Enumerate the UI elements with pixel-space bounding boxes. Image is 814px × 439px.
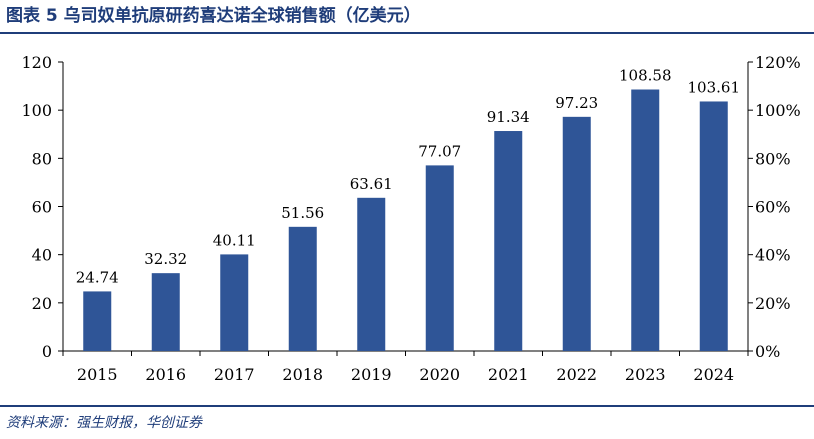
source-note: 资料来源：强生财报，华创证券 (6, 415, 202, 431)
chart-axes: 0 20 40 60 80 100 120 0% 20% 40% 60% 80% 100% 120% (21, 53, 800, 361)
bar-2022 (562, 116, 591, 351)
bar-2021 (494, 131, 523, 351)
value-label-2020: 77.07 (418, 142, 461, 160)
x-tick-label-2021: 2021 (488, 365, 529, 384)
value-label-2016: 32.32 (144, 250, 187, 268)
y-tick-label-left: 0 (42, 342, 52, 361)
y-tick-label-right: 0% (755, 342, 780, 361)
source-rule (0, 405, 814, 407)
value-label-2021: 91.34 (487, 108, 530, 126)
bar-2017 (220, 254, 249, 351)
x-tick-label-2020: 2020 (419, 365, 460, 384)
x-tick-label-2023: 2023 (625, 365, 666, 384)
y-tick-label-right: 60% (755, 198, 791, 217)
title-rule (0, 32, 814, 34)
bar-2023 (631, 89, 660, 351)
bar-2018 (288, 226, 317, 351)
x-tick-label-2022: 2022 (556, 365, 597, 384)
value-label-2024: 103.61 (688, 78, 741, 96)
bar-2015 (83, 291, 112, 351)
x-tick-label-2024: 2024 (693, 365, 734, 384)
bar-2020 (425, 165, 454, 351)
y-tick-label-left: 120 (21, 53, 52, 72)
chart-bars (83, 89, 728, 351)
x-tick-label-2016: 2016 (145, 365, 186, 384)
x-tick-label-2018: 2018 (282, 365, 323, 384)
x-tick-label-2015: 2015 (77, 365, 118, 384)
value-label-2019: 63.61 (350, 175, 393, 193)
y-tick-label-right: 20% (755, 294, 791, 313)
y-tick-label-left: 100 (21, 101, 52, 120)
y-tick-label-left: 60 (32, 198, 52, 217)
value-label-2023: 108.58 (619, 67, 672, 85)
x-tick-label-2017: 2017 (214, 365, 255, 384)
y-tick-label-left: 80 (32, 149, 52, 168)
bar-2019 (357, 197, 386, 351)
figure-title: 图表 5 乌司奴单抗原研药喜达诺全球销售额（亿美元） (6, 6, 421, 26)
y-tick-label-right: 100% (755, 101, 801, 120)
x-tick-label-2019: 2019 (351, 365, 392, 384)
value-label-2022: 97.23 (555, 94, 598, 112)
y-tick-label-left: 40 (32, 246, 52, 265)
bar-2024 (699, 101, 728, 351)
bar-2016 (151, 273, 180, 351)
y-tick-label-right: 120% (755, 53, 801, 72)
value-label-2015: 24.74 (76, 268, 119, 286)
y-tick-label-left: 20 (32, 294, 52, 313)
chart-labels: 24.74 2015 32.32 2016 40.11 2017 51.56 2018 63.6… (76, 67, 740, 384)
bar-chart: 0 20 40 60 80 100 120 0% 20% 40% 60% 80% 100% 120% 24… (21, 53, 800, 384)
y-tick-label-right: 40% (755, 246, 791, 265)
value-label-2018: 51.56 (281, 204, 324, 222)
value-label-2017: 40.11 (213, 231, 256, 249)
y-tick-label-right: 80% (755, 149, 791, 168)
